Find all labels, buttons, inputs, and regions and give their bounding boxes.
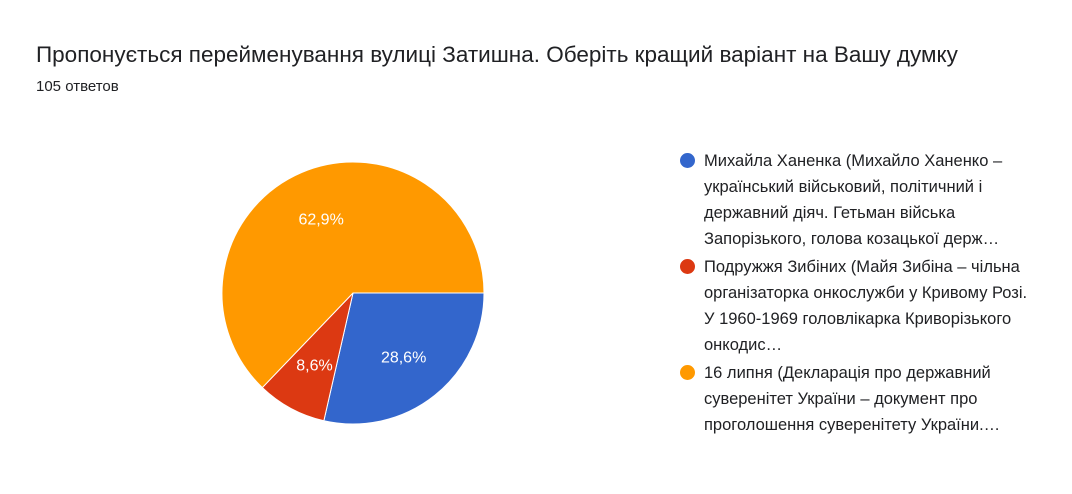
legend-swatch-zybini (680, 259, 695, 274)
response-count: 105 ответов (36, 78, 119, 95)
legend-item-zybini[interactable]: Подружжя Зибіних (Майя Зибіна – чільна о… (680, 254, 1040, 358)
legend-label-zybini: Подружжя Зибіних (Майя Зибіна – чільна о… (704, 258, 1028, 354)
legend-label-khanenko: Михайла Ханенка (Михайло Ханенко – украї… (704, 152, 1003, 248)
pie-slice-label-2: 62,9% (298, 211, 343, 228)
pie-slice-2[interactable] (221, 161, 485, 389)
legend-item-khanenko[interactable]: Михайла Ханенка (Михайло Ханенко – украї… (680, 148, 1040, 252)
legend-swatch-khanenko (680, 153, 695, 168)
legend: Михайла Ханенка (Михайло Ханенко – украї… (680, 148, 1040, 440)
chart-title: Пропонується перейменування вулиці Затиш… (36, 42, 958, 67)
pie-slice-label-0: 28,6% (381, 350, 426, 367)
legend-swatch-16-lypnia (680, 365, 695, 380)
pie-slice-label-1: 8,6% (296, 357, 332, 374)
legend-item-16-lypnia[interactable]: 16 липня (Декларація про державний сувер… (680, 360, 1040, 438)
legend-label-16-lypnia: 16 липня (Декларація про державний сувер… (704, 364, 1001, 434)
pie-slice-0[interactable] (323, 292, 485, 425)
